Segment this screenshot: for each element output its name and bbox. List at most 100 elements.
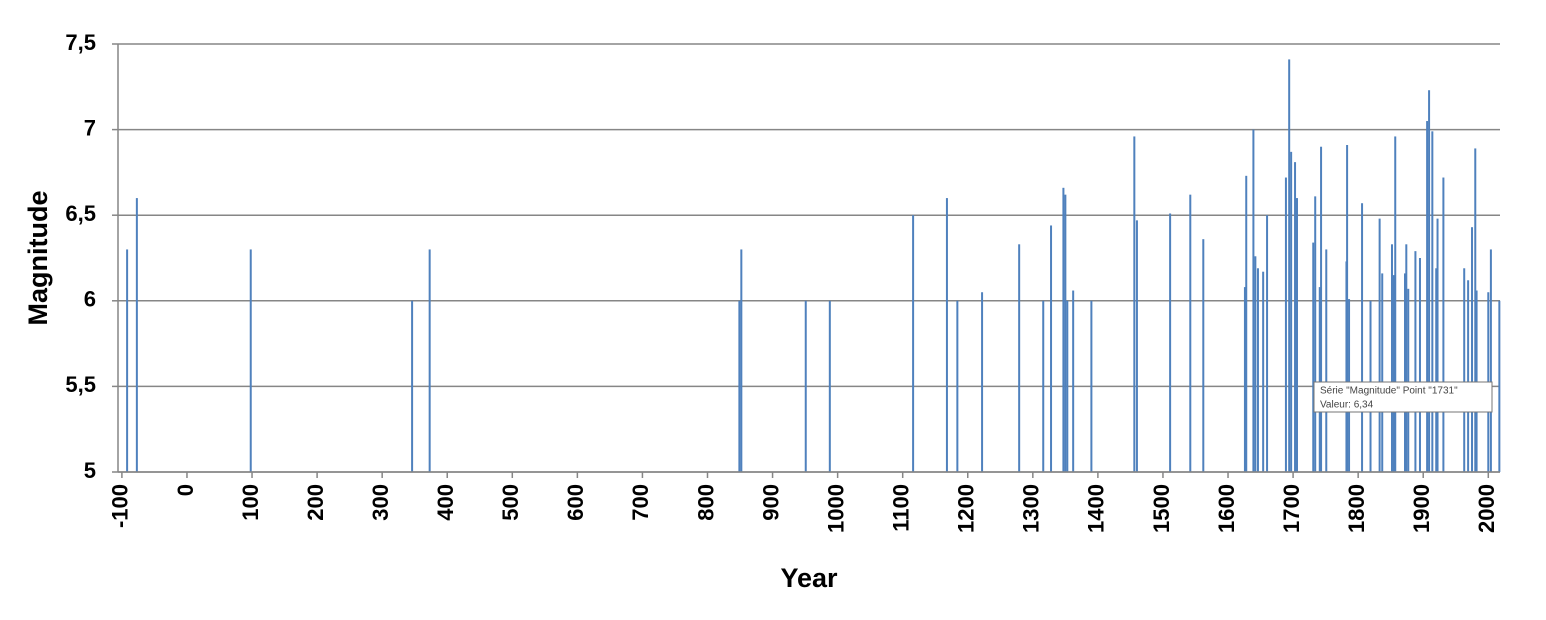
bar	[804, 300, 807, 472]
bar	[1431, 131, 1434, 472]
bar	[1418, 258, 1421, 472]
bar	[428, 249, 431, 472]
y-tick-label: 6,5	[65, 201, 96, 226]
x-tick-label: 200	[303, 484, 328, 521]
bar	[411, 300, 414, 472]
bar	[1245, 175, 1248, 472]
bar	[1243, 287, 1246, 472]
bar	[1042, 300, 1045, 472]
x-tick-label: 1000	[823, 484, 848, 533]
x-tick-label: 600	[563, 484, 588, 521]
x-tick-label: 800	[693, 484, 718, 521]
bar	[1202, 239, 1205, 472]
y-tick-label: 6	[84, 287, 96, 312]
bar	[1018, 244, 1021, 472]
x-axis-title: Year	[780, 563, 838, 593]
bar	[1314, 196, 1317, 473]
bar	[1294, 162, 1297, 473]
x-tick-label: 700	[628, 484, 653, 521]
bar	[1475, 290, 1478, 472]
bar	[1414, 251, 1417, 472]
bar	[1436, 218, 1439, 472]
x-tick-label: 1100	[889, 484, 914, 532]
bar	[1392, 275, 1395, 472]
bar	[1404, 273, 1407, 472]
bar	[1325, 249, 1328, 472]
bar	[1295, 198, 1298, 472]
tooltip-box	[1313, 381, 1493, 413]
x-tick-label: -100	[108, 484, 133, 528]
x-tick-label: 900	[758, 484, 783, 521]
bar	[135, 198, 138, 472]
x-tick-label: 1500	[1149, 484, 1174, 533]
bar	[1254, 256, 1257, 472]
x-tick-label: 500	[498, 484, 523, 521]
y-tick-label: 7,5	[65, 30, 96, 55]
bar	[912, 215, 915, 472]
bar	[828, 300, 831, 472]
x-tick-label: 1200	[954, 484, 979, 533]
y-tick-label: 5,5	[65, 372, 96, 397]
y-axis-title: Magnitude	[23, 191, 53, 326]
bar	[1090, 300, 1093, 472]
y-tick-label: 5	[84, 458, 96, 483]
x-tick-label: 2000	[1474, 484, 1499, 533]
bar	[1346, 145, 1349, 472]
bar	[1133, 136, 1136, 472]
bar	[1378, 218, 1381, 472]
bar	[1252, 129, 1255, 472]
bar	[1284, 177, 1287, 472]
x-tick-label: 1700	[1279, 484, 1304, 533]
bar	[1394, 136, 1397, 472]
bar	[981, 292, 984, 472]
x-tick-label: 1600	[1214, 484, 1239, 533]
bar	[1072, 290, 1075, 472]
bar	[1435, 268, 1438, 472]
x-tick-label: 1300	[1019, 484, 1044, 533]
bar	[1062, 187, 1065, 473]
bar	[1463, 268, 1466, 472]
tooltip-text: Valeur: 6,34	[1320, 400, 1374, 411]
x-tick-label: 0	[173, 484, 198, 496]
bar	[945, 198, 948, 472]
bar	[1266, 215, 1269, 472]
x-tick-label: 400	[433, 484, 458, 521]
bar	[1288, 59, 1291, 473]
bar	[1498, 300, 1501, 472]
bar	[1467, 280, 1470, 472]
bar	[1407, 288, 1410, 472]
bar	[740, 249, 743, 472]
x-tick-label: 1400	[1084, 484, 1109, 533]
bar	[1262, 271, 1265, 472]
bar	[1361, 203, 1364, 472]
bar	[1290, 151, 1293, 472]
bar	[1169, 213, 1172, 472]
bar	[1489, 249, 1492, 472]
bar	[1256, 268, 1259, 472]
bar	[1050, 225, 1053, 472]
tooltip-text: Série "Magnitude" Point "1731"	[1320, 386, 1458, 397]
x-tick-label: 1900	[1409, 484, 1434, 533]
y-tick-label: 7	[84, 115, 96, 140]
bar	[1320, 146, 1323, 472]
bar	[1318, 287, 1321, 472]
bar	[1381, 273, 1384, 472]
bar	[1428, 90, 1431, 472]
bar	[1474, 148, 1477, 472]
bar	[1471, 227, 1474, 472]
bar	[1426, 121, 1429, 472]
bar	[1064, 194, 1067, 472]
bar	[1442, 177, 1445, 472]
bar	[738, 300, 741, 472]
x-tick-label: 1800	[1344, 484, 1369, 533]
bar	[956, 300, 959, 472]
bar	[1405, 244, 1408, 472]
bar	[1135, 220, 1138, 472]
tooltip: Série "Magnitude" Point "1731" Valeur: 6,…	[1313, 381, 1493, 413]
bar	[1312, 242, 1315, 472]
bar	[249, 249, 252, 472]
x-tick-label: 100	[238, 484, 263, 521]
bar	[1189, 194, 1192, 472]
